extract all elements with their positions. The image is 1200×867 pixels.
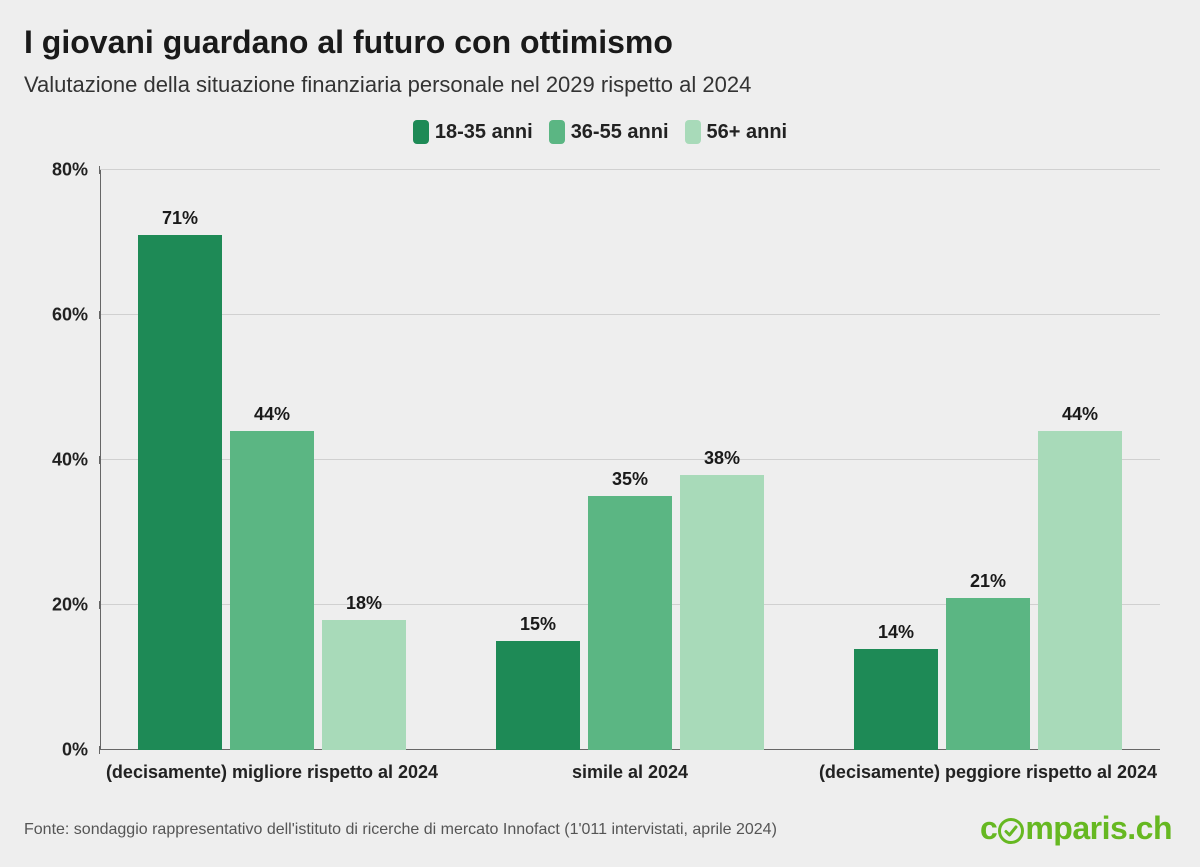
legend-label: 56+ anni [707, 121, 788, 144]
y-axis-label: 0% [62, 740, 88, 761]
legend-label: 36-55 anni [571, 121, 669, 144]
y-axis-label: 40% [52, 450, 88, 471]
bar: 44% [230, 431, 314, 750]
bar: 21% [946, 598, 1030, 750]
y-axis-line [100, 170, 101, 750]
bar-value-label: 18% [346, 593, 382, 614]
source-note: Fonte: sondaggio rappresentativo dell'is… [24, 821, 777, 839]
legend-item: 18-35 anni [413, 120, 533, 144]
bar-value-label: 14% [878, 622, 914, 643]
logo-text-right: mparis.ch [1025, 810, 1172, 847]
gridline [100, 169, 1160, 170]
bar: 18% [322, 620, 406, 751]
bar: 35% [588, 496, 672, 750]
bar-value-label: 15% [520, 614, 556, 635]
logo-text-left: c [980, 810, 997, 847]
y-axis-label: 20% [52, 595, 88, 616]
bar: 44% [1038, 431, 1122, 750]
legend: 18-35 anni 36-55 anni 56+ anni [0, 120, 1200, 150]
comparis-logo: c mparis.ch [980, 810, 1172, 847]
gridline [100, 314, 1160, 315]
bar-value-label: 44% [1062, 404, 1098, 425]
y-axis-label: 60% [52, 305, 88, 326]
chart-subtitle: Valutazione della situazione finanziaria… [24, 72, 751, 98]
x-category-label: simile al 2024 [572, 762, 688, 783]
legend-swatch [685, 120, 701, 144]
legend-item: 36-55 anni [549, 120, 669, 144]
legend-swatch [549, 120, 565, 144]
bar-value-label: 35% [612, 469, 648, 490]
bar: 15% [496, 641, 580, 750]
bar-value-label: 44% [254, 404, 290, 425]
legend-item: 56+ anni [685, 120, 788, 144]
check-circle-icon [998, 818, 1024, 844]
bar-value-label: 38% [704, 448, 740, 469]
x-category-label: (decisamente) peggiore rispetto al 2024 [819, 762, 1157, 783]
y-axis-label: 80% [52, 160, 88, 181]
bar: 71% [138, 235, 222, 750]
legend-swatch [413, 120, 429, 144]
chart-title: I giovani guardano al futuro con ottimis… [24, 24, 673, 61]
bar-value-label: 21% [970, 571, 1006, 592]
x-category-label: (decisamente) migliore rispetto al 2024 [106, 762, 438, 783]
bar: 14% [854, 649, 938, 751]
bar-value-label: 71% [162, 208, 198, 229]
plot-area: 0%20%40%60%80%71%44%18%(decisamente) mig… [100, 170, 1160, 750]
bar: 38% [680, 475, 764, 751]
legend-label: 18-35 anni [435, 121, 533, 144]
